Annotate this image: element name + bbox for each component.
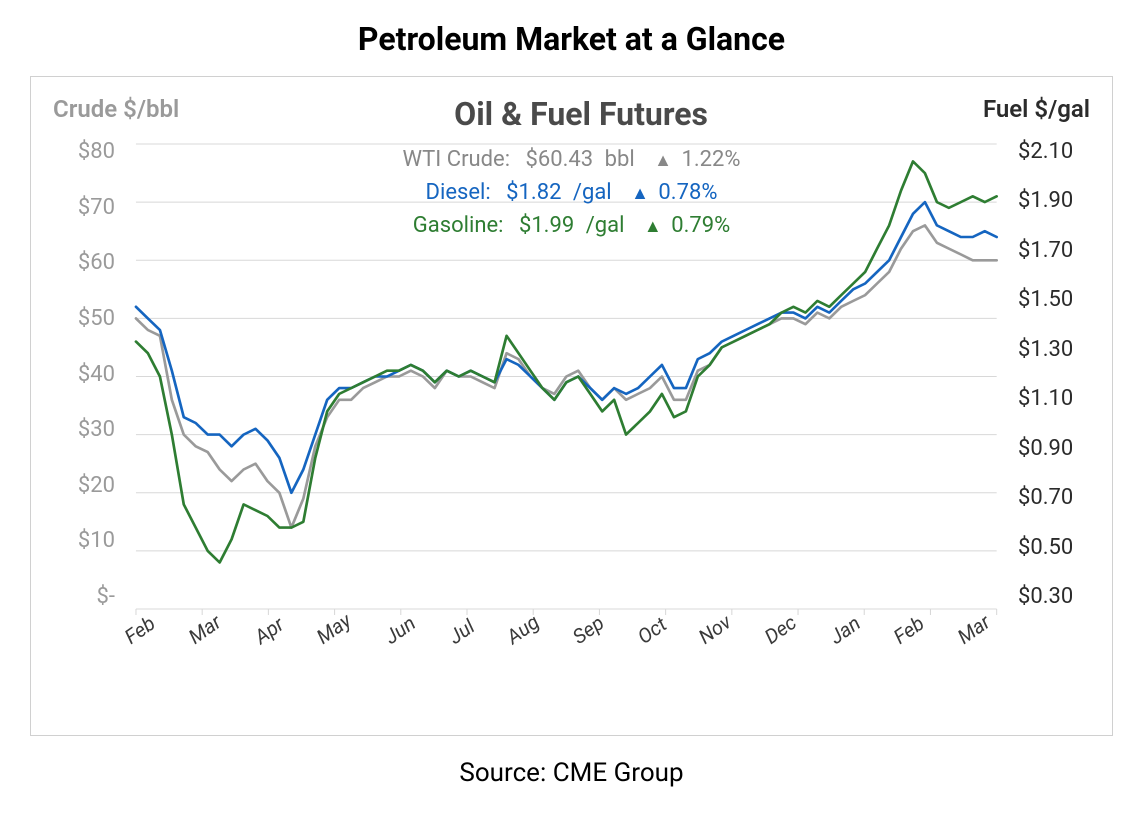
triangle-up-icon: ▲ [644,216,662,237]
triangle-up-icon: ▲ [631,183,649,204]
y-left-tick: $60 [55,250,115,275]
y-left-tick: $40 [55,362,115,387]
legend-row-gasoline: Gasoline: $1.99 /gal ▲ 0.79% [31,213,1112,238]
y-right-tick: $1.30 [1018,337,1088,362]
y-left-tick: $- [55,584,115,609]
legend-pct: 0.79% [671,213,730,238]
legend-unit: bbl [605,147,635,172]
legend-unit: /gal [573,180,612,205]
legend-value: $1.99 [519,213,574,238]
y-left-tick: $50 [55,306,115,331]
y-right-tick: $1.10 [1018,386,1088,411]
legend-row-wti: WTI Crude: $60.43 bbl ▲ 1.22% [31,147,1112,172]
x-ticks: FebMarAprMayJunJulAugSepOctNovDecJanFebM… [133,625,1000,671]
chart-header: Crude $/bbl Oil & Fuel Futures Fuel $/ga… [53,95,1090,133]
y-left-tick: $20 [55,473,115,498]
right-axis-label: Fuel $/gal [983,95,1090,123]
y-left-tick: $10 [55,528,115,553]
legend-value: $60.43 [526,147,594,172]
legend-pct: 1.22% [681,147,740,172]
triangle-up-icon: ▲ [654,150,672,171]
legend-pct: 0.78% [658,180,717,205]
legend-label: Gasoline: [413,213,504,238]
chart-container: Crude $/bbl Oil & Fuel Futures Fuel $/ga… [30,76,1113,736]
page-title: Petroleum Market at a Glance [30,20,1113,58]
chart-title: Oil & Fuel Futures [179,95,983,133]
y-right-tick: $0.30 [1018,584,1088,609]
legend-unit: /gal [586,213,625,238]
legend-label: Diesel: [426,180,491,205]
y-right-tick: $1.50 [1018,287,1088,312]
y-right-tick: $0.90 [1018,436,1088,461]
legend-row-diesel: Diesel: $1.82 /gal ▲ 0.78% [31,180,1112,205]
left-axis-label: Crude $/bbl [53,95,179,123]
source-caption: Source: CME Group [30,758,1113,788]
legend: WTI Crude: $60.43 bbl ▲ 1.22% Diesel: $1… [31,147,1112,246]
y-right-tick: $0.70 [1018,485,1088,510]
y-left-tick: $30 [55,417,115,442]
y-right-tick: $0.50 [1018,535,1088,560]
legend-label: WTI Crude: [403,147,511,172]
legend-value: $1.82 [506,180,561,205]
